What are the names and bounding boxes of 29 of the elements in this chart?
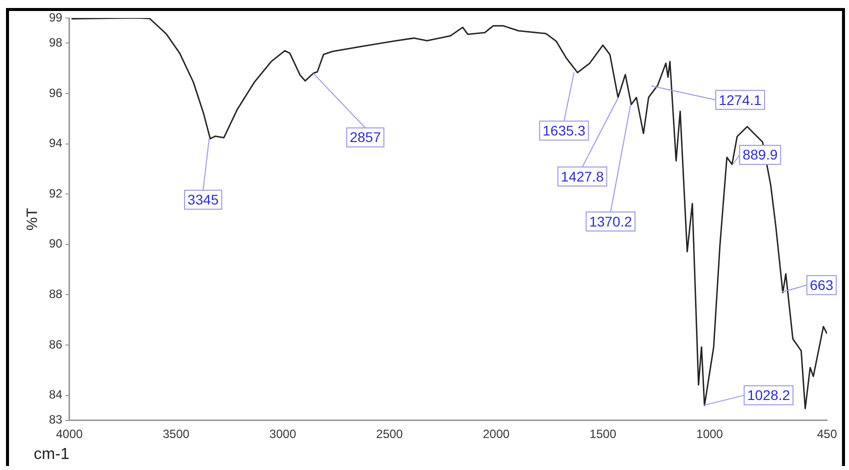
y-tick-label: 86 <box>48 337 63 352</box>
y-tick-label: 92 <box>48 186 63 200</box>
y-tick-label: 96 <box>48 86 63 100</box>
x-tick-label: 1000 <box>696 426 724 441</box>
x-axis-title: cm-1 <box>34 446 70 463</box>
annotation: 2857 <box>350 129 382 146</box>
annotation: 1427.8 <box>560 168 604 184</box>
annotation: 1635.3 <box>542 122 586 138</box>
x-tick-label: 3000 <box>269 426 296 441</box>
x-tick-label: 1500 <box>590 426 617 441</box>
y-tick-label: 90 <box>48 236 63 251</box>
y-tick-label: 98 <box>48 35 63 50</box>
annotation: 1370.2 <box>589 213 632 230</box>
x-tick-label: 2000 <box>482 426 510 441</box>
x-tick-label: 2500 <box>376 426 404 441</box>
y-tick-label: 94 <box>48 136 63 150</box>
y-tick-label: 99 <box>48 10 63 24</box>
y-tick-label: 83 <box>48 412 63 427</box>
x-tick-label: 3500 <box>162 426 190 441</box>
annotation: 1274.1 <box>718 92 762 108</box>
annotation: 889.9 <box>742 146 778 163</box>
y-tick-label: 84 <box>48 388 63 402</box>
annotation: 3345 <box>188 192 219 208</box>
y-tick-label: 88 <box>48 286 63 301</box>
x-tick-label: 4000 <box>56 426 84 441</box>
y-axis-title: %T <box>24 208 42 230</box>
annotation: 1028.2 <box>747 387 790 404</box>
x-tick-label: 450 <box>816 426 838 441</box>
annotation: 663 <box>810 276 834 293</box>
